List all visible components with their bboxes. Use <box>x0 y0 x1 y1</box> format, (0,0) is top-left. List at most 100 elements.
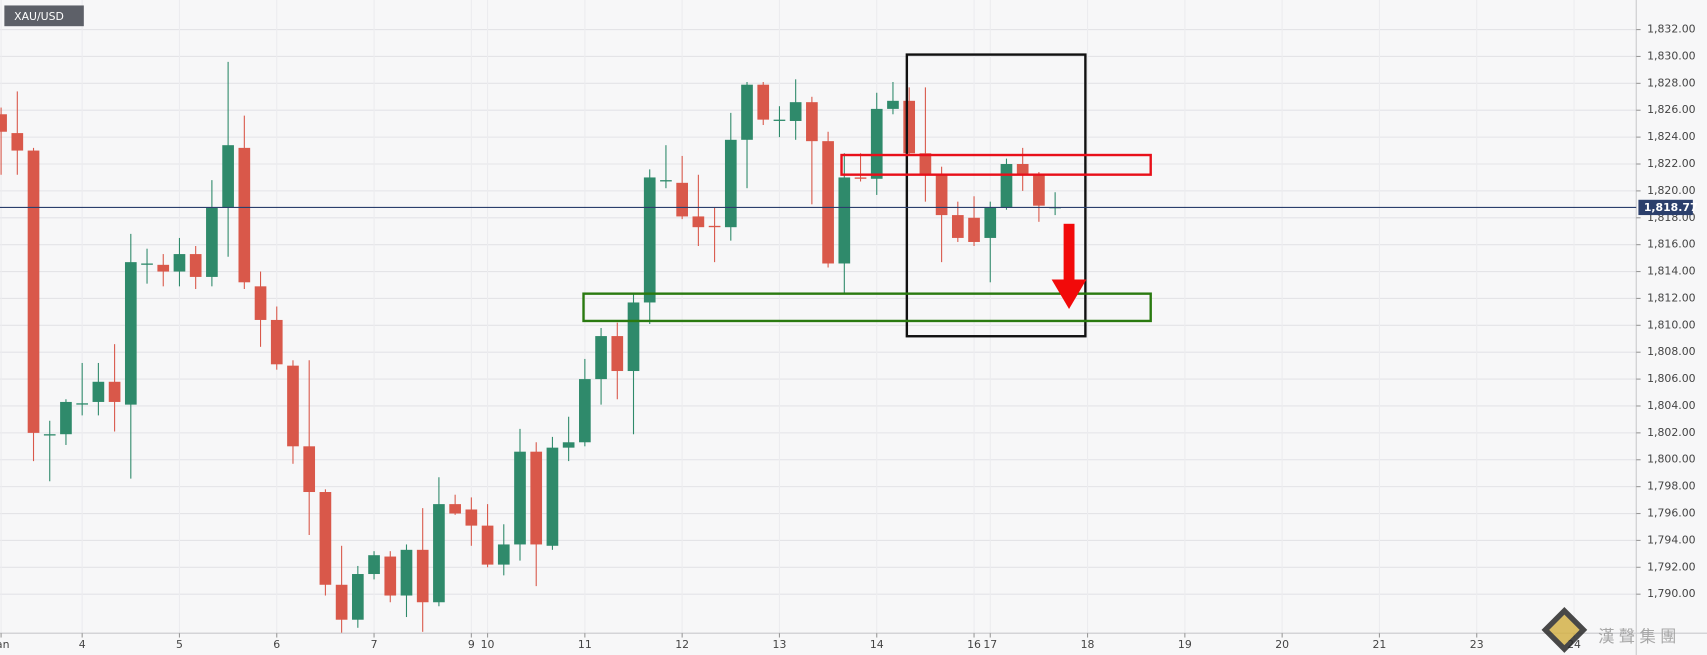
grid <box>0 0 1637 634</box>
candle-body <box>368 555 380 575</box>
candle-body <box>206 207 218 277</box>
x-tick-label: 14 <box>870 638 884 651</box>
candle-body <box>611 336 624 372</box>
x-tick-label: 12 <box>675 638 689 651</box>
y-tick-label: 1,830.00 <box>1647 49 1696 62</box>
x-tick-label: 23 <box>1470 638 1484 651</box>
candle-body <box>92 381 105 402</box>
y-tick-label: 1,822.00 <box>1647 157 1696 170</box>
candle-body <box>157 264 170 272</box>
y-tick-label: 1,796.00 <box>1647 507 1696 520</box>
candle-body <box>27 150 40 433</box>
candle-body <box>400 549 413 596</box>
candle-body <box>903 100 916 154</box>
x-tick-label: 18 <box>1081 638 1095 651</box>
support-zone <box>582 292 1152 323</box>
candle-body <box>189 254 202 277</box>
candle-body <box>562 442 575 448</box>
y-tick-label: 1,810.00 <box>1647 318 1696 331</box>
x-tick-label: 10 <box>481 638 495 651</box>
candle-body <box>384 556 397 596</box>
candle-body <box>660 180 672 182</box>
candle-body <box>546 447 559 546</box>
y-tick-label: 1,802.00 <box>1647 426 1696 439</box>
y-tick-label: 1,826.00 <box>1647 103 1696 116</box>
x-tick-label: 13 <box>773 638 787 651</box>
y-tick-label: 1,824.00 <box>1647 130 1696 143</box>
x-tick-label: 17 <box>983 638 997 651</box>
x-tick-label: Jan <box>0 638 9 651</box>
y-tick-label: 1,828.00 <box>1647 76 1696 89</box>
candle-body <box>254 286 267 320</box>
candle-body <box>643 177 656 303</box>
candle-body <box>481 525 494 565</box>
last-price-label: 1,818.77 <box>1644 201 1698 214</box>
y-tick-label: 1,792.00 <box>1647 560 1696 573</box>
candle-body <box>108 381 121 402</box>
candle-body <box>1033 174 1045 206</box>
candle-body <box>416 549 429 603</box>
symbol-badge <box>4 5 84 27</box>
last-price-badge <box>1638 199 1693 216</box>
candle-body <box>514 451 526 545</box>
candle-body <box>0 114 7 132</box>
candle-body <box>741 84 753 140</box>
watermark-text: 漢聲集團 <box>1598 627 1681 646</box>
y-tick-label: 1,804.00 <box>1647 399 1696 412</box>
x-tick-label: 5 <box>176 638 183 651</box>
candle-body <box>1000 164 1013 208</box>
candle-body <box>935 174 948 216</box>
candle-body <box>627 302 640 372</box>
x-tick-label: 6 <box>273 638 280 651</box>
candle-body <box>530 451 543 545</box>
candle-body <box>838 177 851 264</box>
candle-body <box>465 509 478 526</box>
candle-body <box>773 119 786 121</box>
candle-body <box>11 133 24 151</box>
candle-body <box>887 100 899 109</box>
candle-body <box>968 217 980 242</box>
candle-body <box>822 141 834 264</box>
candle-body <box>595 336 607 380</box>
arrow-head <box>1051 279 1087 309</box>
y-tick-label: 1,790.00 <box>1647 587 1696 600</box>
candle-body <box>1016 164 1029 175</box>
candle-body <box>287 365 299 447</box>
candle-body <box>60 401 72 435</box>
candle-body <box>238 147 251 283</box>
y-tick-label: 1,798.00 <box>1647 480 1696 493</box>
candle-body <box>708 225 721 228</box>
candle-body <box>789 102 802 121</box>
x-tick-label: 16 <box>967 638 981 651</box>
candle-body <box>173 254 186 272</box>
y-tick-label: 1,794.00 <box>1647 533 1696 546</box>
candle-body <box>303 446 316 493</box>
candle-body <box>806 102 818 142</box>
y-tick-label: 1,816.00 <box>1647 238 1696 251</box>
candle-body <box>141 263 153 265</box>
candle-body <box>724 139 737 228</box>
candle-body <box>919 153 932 175</box>
annotations <box>582 53 1152 338</box>
y-tick-label: 1,800.00 <box>1647 453 1696 466</box>
highlight-box <box>905 53 1087 338</box>
axes: 1,790.00 1,792.00 1,794.00 1,796.00 1,798.00… <box>0 23 1698 651</box>
candle-body <box>951 215 964 238</box>
x-tick-label: 19 <box>1178 638 1192 651</box>
y-tick-label: 1,820.00 <box>1647 184 1696 197</box>
candle-body <box>433 504 445 603</box>
candle-body <box>43 434 56 436</box>
candle-body <box>124 262 137 405</box>
candle-body <box>449 504 461 514</box>
x-tick-label: 20 <box>1275 638 1289 651</box>
x-tick-label: 9 <box>468 638 475 651</box>
candles <box>0 61 1061 634</box>
candle-body <box>497 544 510 565</box>
y-tick-label: 1,812.00 <box>1647 291 1696 304</box>
y-tick-label: 1,832.00 <box>1647 23 1696 36</box>
candle-body <box>335 584 348 620</box>
y-tick-label: 1,806.00 <box>1647 372 1696 385</box>
candle-body <box>676 182 688 217</box>
